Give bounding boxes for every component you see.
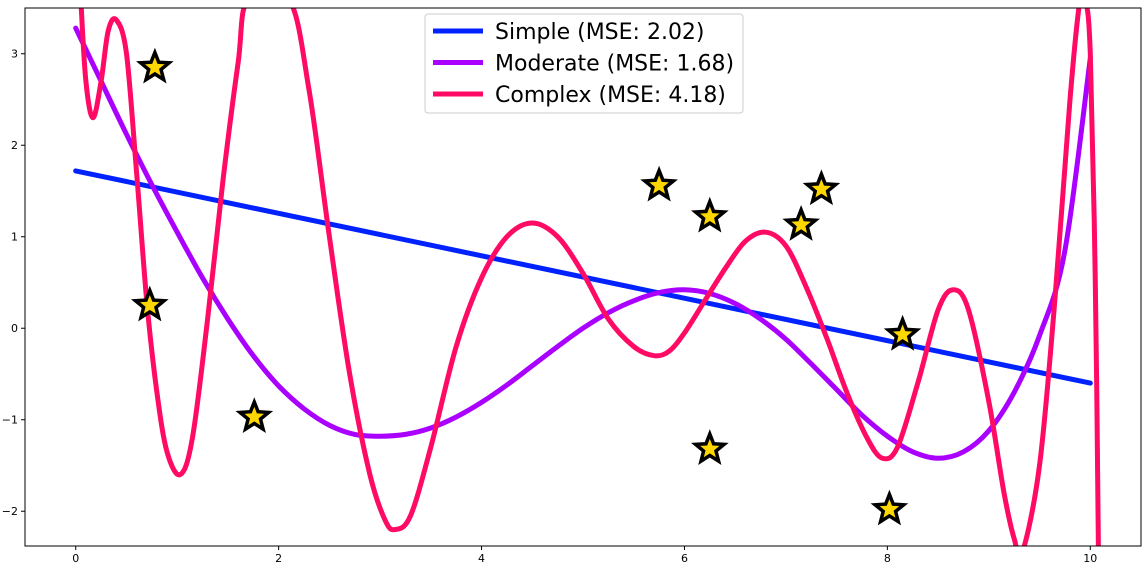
data-point-star-8 [802, 169, 841, 206]
data-point-star-3 [235, 397, 274, 433]
x-tick-label: 4 [478, 552, 485, 565]
legend-label-moderate: Moderate (MSE: 1.68) [495, 52, 734, 77]
y-tick-label: 1 [11, 231, 18, 244]
data-point-star-9 [883, 314, 922, 351]
data-point-star-10 [870, 489, 909, 526]
x-tick-label: 10 [1083, 552, 1097, 565]
x-tick-label: 2 [275, 552, 282, 565]
legend-label-complex: Complex (MSE: 4.18) [495, 83, 726, 108]
data-point-star-1 [136, 47, 174, 84]
x-tick-label: 8 [884, 552, 891, 565]
data-point-star-4 [640, 165, 678, 202]
y-tick-label: 2 [11, 139, 18, 152]
y-tick-label: 0 [11, 322, 18, 335]
plot-frame [24, 7, 1142, 547]
y-tick-label: 3 [11, 48, 18, 61]
series-line-moderate [73, 25, 1093, 461]
data-point-star-7 [782, 204, 820, 241]
data-point-star-2 [130, 285, 169, 322]
x-tick-label: 0 [72, 552, 79, 565]
series-line-complex [78, 8, 1101, 546]
y-tick-label: −1 [2, 414, 18, 427]
x-tick-label: 6 [681, 552, 688, 565]
data-point-star-5 [691, 196, 729, 233]
y-tick-label: −2 [2, 505, 18, 518]
legend-label-simple: Simple (MSE: 2.02) [495, 20, 705, 45]
legend [424, 13, 744, 114]
data-point-star-6 [691, 429, 729, 465]
